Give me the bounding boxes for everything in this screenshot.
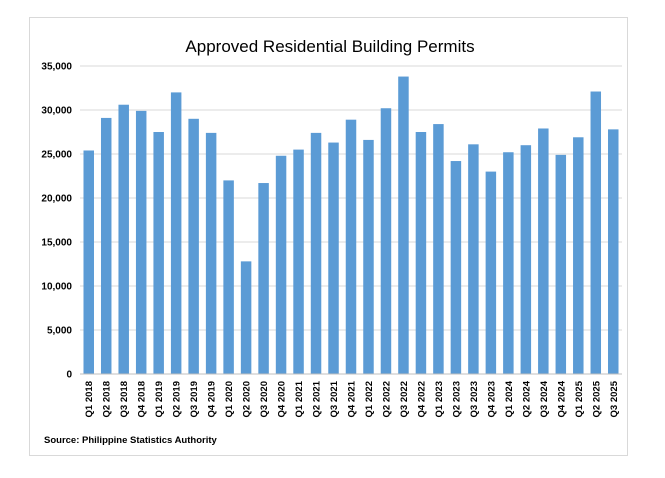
x-tick-label: Q1 2019	[154, 381, 165, 417]
x-tick-label: Q2 2025	[591, 380, 602, 417]
x-tick-label: Q4 2020	[277, 381, 288, 417]
bar	[538, 128, 549, 374]
bar	[450, 161, 462, 374]
x-tick-label: Q3 2021	[329, 380, 340, 417]
y-tick-label: 35,000	[41, 62, 72, 73]
x-tick-label: Q1 2022	[364, 381, 375, 417]
bar	[83, 150, 94, 374]
x-tick-label: Q4 2019	[207, 381, 218, 417]
x-axis-ticks: Q1 2018 Q2 2018 Q3 2018 Q4 2018 Q1 2019 Q2 20…	[84, 380, 620, 417]
bar	[118, 104, 129, 374]
bar	[310, 132, 322, 374]
x-tick-label: Q3 2024	[539, 380, 550, 417]
bar	[573, 137, 584, 374]
bar	[590, 91, 602, 375]
x-tick-label: Q3 2019	[189, 381, 200, 417]
bar	[258, 183, 269, 374]
y-tick-label: 15,000	[41, 238, 72, 249]
x-tick-label: Q1 2023	[434, 381, 445, 417]
x-tick-label: Q1 2021	[294, 380, 305, 417]
bar	[363, 139, 374, 374]
x-tick-label: Q2 2021	[312, 380, 323, 417]
bar	[608, 129, 619, 374]
bar	[468, 144, 479, 374]
source-note: Source: Philippine Statistics Authority	[44, 435, 217, 446]
bar	[205, 132, 217, 374]
y-tick-label: 25,000	[41, 150, 72, 161]
bar	[240, 261, 252, 374]
x-tick-label: Q3 2020	[259, 381, 270, 417]
x-tick-label: Q1 2025	[574, 380, 585, 417]
bar	[223, 180, 234, 374]
bar	[100, 117, 112, 375]
bars	[83, 76, 619, 375]
chart-frame: Approved Residential Building Permits 0 5…	[29, 17, 628, 456]
x-tick-label: Q3 2023	[469, 381, 480, 417]
x-tick-label: Q4 2022	[416, 381, 427, 417]
bar	[520, 145, 532, 374]
x-tick-label: Q4 2018	[137, 381, 148, 417]
x-tick-label: Q4 2023	[486, 381, 497, 417]
y-tick-label: 5,000	[47, 326, 72, 337]
bar	[345, 119, 357, 375]
x-tick-label: Q1 2018	[84, 381, 95, 417]
x-tick-label: Q2 2018	[102, 381, 113, 417]
bar	[328, 142, 339, 374]
bar	[485, 171, 497, 374]
x-tick-label: Q1 2020	[224, 381, 235, 417]
bar	[433, 124, 444, 374]
x-tick-label: Q2 2019	[172, 381, 183, 417]
bar	[293, 149, 304, 374]
bar	[503, 152, 514, 374]
bar	[135, 110, 147, 374]
bar	[188, 118, 199, 374]
chart-title: Approved Residential Building Permits	[185, 37, 474, 56]
x-tick-label: Q1 2024	[504, 380, 515, 417]
bar	[153, 132, 164, 374]
bar	[555, 154, 567, 374]
bar	[380, 108, 392, 375]
bar	[275, 155, 287, 374]
x-tick-label: Q3 2025	[609, 380, 620, 417]
y-tick-label: 20,000	[41, 194, 72, 205]
y-axis-ticks: 0 5,000 10,000 15,000 20,000 25,000 30,000 35,0…	[41, 62, 72, 381]
bar	[398, 76, 409, 374]
y-tick-label: 10,000	[41, 282, 72, 293]
bar-chart: Approved Residential Building Permits 0 5…	[41, 37, 622, 446]
x-tick-label: Q3 2018	[119, 381, 130, 417]
x-tick-label: Q2 2022	[381, 381, 392, 417]
x-tick-label: Q4 2024	[556, 380, 567, 417]
y-tick-label: 0	[66, 370, 72, 381]
x-tick-label: Q2 2024	[521, 380, 532, 417]
x-tick-label: Q4 2021	[347, 380, 358, 417]
bar	[415, 132, 427, 374]
x-tick-label: Q2 2020	[242, 381, 253, 417]
x-tick-label: Q3 2022	[399, 381, 410, 417]
y-tick-label: 30,000	[41, 106, 72, 117]
x-tick-label: Q2 2023	[451, 381, 462, 417]
bar	[170, 92, 182, 375]
